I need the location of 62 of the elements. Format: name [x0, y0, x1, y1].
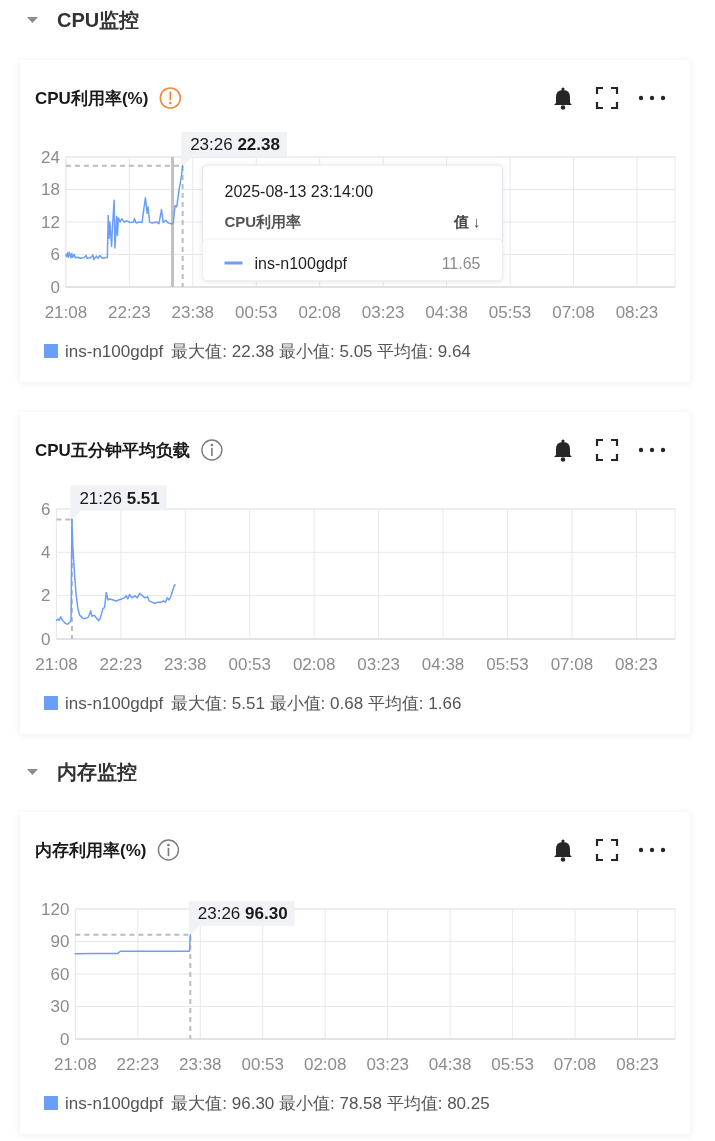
y-tick-label: 2: [40, 586, 51, 606]
line-series: [74, 933, 192, 955]
y-tick-label: 0: [59, 1029, 70, 1049]
tooltip: 2025-08-13 23:14:00 CPU利用率 值 ↓ ins-n100gdpf 11.65: [202, 164, 503, 282]
y-tick-label: 60: [50, 964, 70, 984]
x-tick-label: 22:23: [116, 1054, 160, 1074]
text: 最大值: 5.51 最小值: 0.68 平均值: 1.66: [171, 693, 462, 713]
x-tick-label: 23:38: [171, 302, 215, 322]
y-tick-label: 4: [40, 542, 51, 562]
x-tick-label: 05:53: [491, 1054, 534, 1074]
x-tick-label: 00:53: [241, 1054, 285, 1074]
x-tick-label: 22:23: [108, 302, 151, 322]
legend-label: ins-n100gdpf: [65, 341, 164, 361]
x-tick-label: 03:23: [366, 1054, 409, 1074]
x-tick-label: 07:08: [552, 302, 595, 322]
x-tick-label: 08:23: [616, 1054, 659, 1074]
annotation: 21:26 5.51: [79, 488, 160, 508]
chart-title: CPU利用率(%): [35, 88, 149, 108]
x-tick-label: 08:23: [615, 302, 659, 322]
x-tick-label: 23:38: [179, 1054, 222, 1074]
x-tick-label: 04:38: [421, 654, 465, 674]
x-tick-label: 03:23: [361, 302, 405, 322]
y-tick-label: 12: [40, 212, 60, 232]
y-tick-label: 6: [40, 499, 51, 519]
x-tick-label: 02:08: [298, 302, 341, 322]
x-tick-label: 02:08: [303, 1054, 347, 1074]
x-tick-label: 05:53: [488, 302, 532, 322]
y-tick-label: 30: [50, 997, 70, 1016]
text: 内存监控: [57, 761, 137, 783]
x-tick-label: 07:08: [550, 654, 594, 674]
x-tick-label: 22:23: [99, 654, 143, 674]
x-tick-label: 03:23: [357, 654, 400, 674]
annotation: 23:26 22.38: [190, 134, 280, 154]
y-tick-label: 0: [50, 277, 60, 297]
x-tick-label: 02:08: [292, 654, 336, 674]
legend-label: ins-n100gdpf: [65, 1093, 164, 1113]
chart-title: CPU五分钟平均负载: [35, 440, 190, 460]
x-tick-label: 23:38: [164, 654, 207, 674]
x-tick-label: 07:08: [553, 1054, 597, 1074]
annotation: 23:26 96.30: [197, 903, 288, 923]
x-tick-label: 05:53: [486, 654, 529, 674]
text: CPU监控: [57, 9, 140, 31]
line-series: [55, 518, 176, 626]
y-tick-label: 24: [40, 147, 60, 167]
x-tick-label: 00:53: [228, 654, 272, 674]
y-tick-label: 6: [50, 245, 60, 264]
text: 最大值: 96.30 最小值: 78.58 平均值: 80.25: [171, 1093, 490, 1113]
line-series: [65, 165, 184, 261]
chart-title: 内存利用率(%): [35, 840, 147, 860]
legend-label: ins-n100gdpf: [65, 693, 164, 713]
x-tick-label: 08:23: [615, 654, 658, 674]
text: 最大值: 22.38 最小值: 5.05 平均值: 9.64: [171, 341, 471, 361]
x-tick-label: 00:53: [234, 302, 278, 322]
x-tick-label: 21:08: [54, 1054, 97, 1074]
x-tick-label: 21:08: [35, 654, 78, 674]
y-tick-label: 0: [40, 629, 51, 649]
y-tick-label: 120: [40, 899, 70, 919]
x-tick-label: 04:38: [428, 1054, 472, 1074]
y-tick-label: 18: [40, 180, 60, 199]
x-tick-label: 04:38: [425, 302, 468, 322]
x-tick-label: 21:08: [44, 302, 88, 322]
y-tick-label: 90: [50, 932, 70, 951]
